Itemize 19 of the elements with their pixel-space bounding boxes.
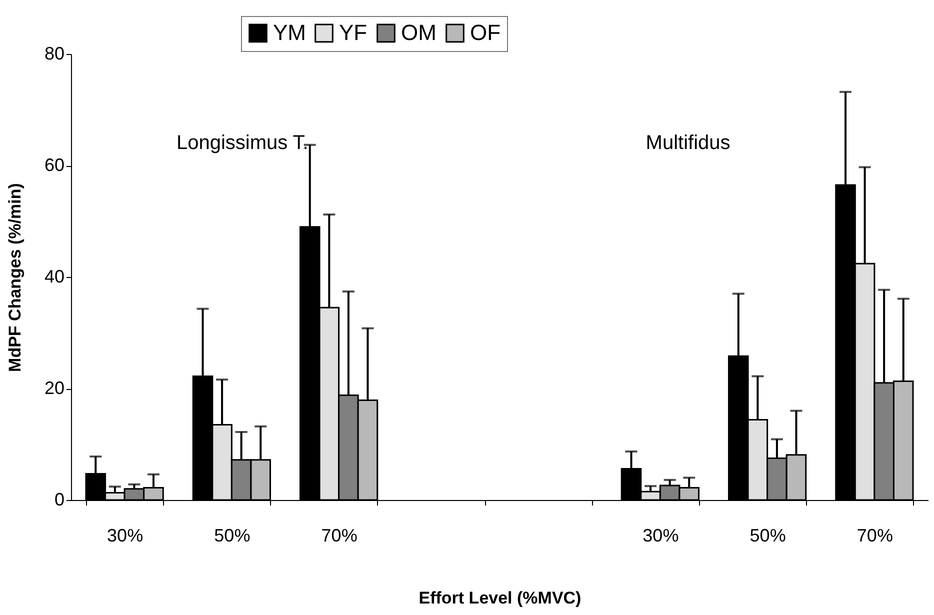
y-tick-label: 0 bbox=[54, 490, 64, 510]
x-tick-label: 70% bbox=[321, 526, 358, 546]
annotation: Longissimus T. bbox=[176, 132, 308, 154]
x-tick-label: 30% bbox=[107, 526, 144, 546]
x-tick-label: 50% bbox=[750, 526, 786, 546]
legend-label: OM bbox=[401, 20, 436, 46]
x-tick-label: 50% bbox=[214, 526, 250, 546]
y-tick-label: 40 bbox=[44, 266, 64, 286]
y-tick-label: 20 bbox=[44, 378, 64, 398]
y-tick-label: 80 bbox=[44, 44, 64, 64]
legend-label: OF bbox=[470, 20, 501, 46]
x-axis-title: Effort Level (%MVC) bbox=[418, 588, 582, 608]
y-tick-label: 60 bbox=[44, 155, 64, 175]
y-axis-title: MdPF Changes (%/min) bbox=[5, 183, 24, 372]
annotation: Multifidus bbox=[646, 132, 730, 154]
x-tick-label: 30% bbox=[642, 526, 679, 546]
legend-label: YM bbox=[273, 20, 306, 46]
legend-label: YF bbox=[339, 20, 368, 46]
x-tick-label: 70% bbox=[856, 526, 893, 546]
